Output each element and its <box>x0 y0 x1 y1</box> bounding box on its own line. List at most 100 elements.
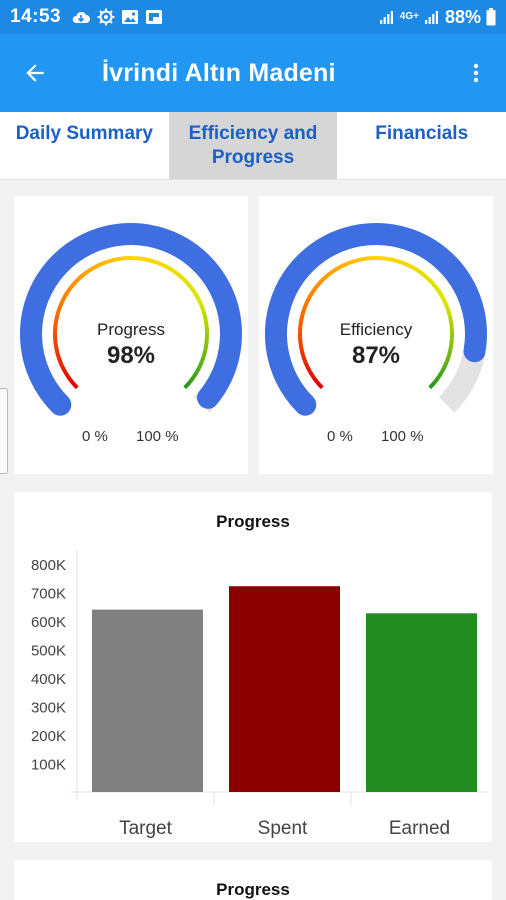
gauge-scale-segment <box>90 264 99 271</box>
gauge-scale-segment <box>424 274 432 283</box>
flipboard-icon <box>145 9 163 25</box>
gauge-scale-segment <box>101 259 109 266</box>
gauge-scale-segment <box>419 270 428 279</box>
tab-efficiency-and-progress[interactable]: Efficiency and Progress <box>168 112 338 179</box>
gauge-scale-segment <box>64 371 72 380</box>
gauge-scale-segment <box>159 261 168 269</box>
progress-gauge-card: Progress 98% 0 % 100 % <box>14 196 248 474</box>
y-tick-label: 100K <box>31 757 66 774</box>
bar-earned <box>366 613 477 792</box>
cloud-icon <box>71 9 91 25</box>
gauge-scale-segment <box>95 261 104 269</box>
arrow-back-icon <box>26 64 44 82</box>
gauge-value-arc <box>20 223 242 416</box>
gauge-scale-segment <box>55 309 61 317</box>
gauge-scale-segment <box>325 270 334 278</box>
settings-icon <box>97 8 115 26</box>
gauge-value: 87% <box>351 342 401 369</box>
gauge-scale-segment <box>186 377 195 386</box>
gauge-scale-segment <box>56 303 63 312</box>
gauge-scale-segment <box>387 256 395 263</box>
tab-daily-summary[interactable]: Daily Summary <box>0 112 169 179</box>
gauge-scale-segment <box>335 264 344 271</box>
gauge-scale-segment <box>446 309 453 318</box>
gauge-scale-segment <box>409 264 418 272</box>
gauge-scale-segment <box>312 282 321 291</box>
gauge-scale-segment <box>306 292 314 301</box>
gauge-value-arc <box>265 223 487 416</box>
gauge-scale-segment <box>300 309 306 317</box>
progress-gauge <box>20 223 242 416</box>
gauge-scale-segment <box>201 309 208 318</box>
status-left-icons <box>71 8 163 26</box>
gauge-max-label: 100 % <box>381 428 424 445</box>
gauge-scale-segment <box>194 293 201 302</box>
battery-icon <box>486 8 496 26</box>
gauge-scale-segment <box>80 270 89 278</box>
gauge-scale-segment <box>316 381 324 390</box>
bar-spent <box>229 586 340 792</box>
gauge-scale-segment <box>106 257 115 264</box>
side-drawer-handle[interactable] <box>0 388 8 474</box>
gauge-scale-segment <box>190 288 198 297</box>
gauge-scale-segment <box>71 381 79 390</box>
gauge-scale-segment <box>435 288 443 297</box>
y-tick-label: 500K <box>31 643 66 660</box>
gauge-scale-segment <box>340 261 349 269</box>
gauge-scale-segment <box>61 292 69 301</box>
gauge-scale-segment <box>363 256 371 261</box>
back-button[interactable] <box>0 34 70 112</box>
more-vert-icon <box>473 63 479 83</box>
progress-bar-chart: 100K 200K 300K 400K 500K 600K 700K 800K Target Sp… <box>31 550 488 839</box>
gauge-scale-segment <box>67 282 76 291</box>
chart-title: Progress <box>216 880 290 899</box>
gauge-max-label: 100 % <box>136 428 179 445</box>
gauge-scale-segment <box>309 371 317 380</box>
gauge-scale-segment <box>320 274 329 282</box>
gauge-scale-segment <box>357 256 366 263</box>
gauge-scale-segment <box>316 278 325 286</box>
gauge-label: Efficiency <box>339 320 413 339</box>
gauge-scale-segment <box>303 297 311 306</box>
gauge-scale-segment <box>346 259 354 266</box>
gauge-scale-segment <box>309 287 317 296</box>
status-time: 14:53 <box>10 6 62 27</box>
more-options-button[interactable] <box>446 34 506 112</box>
tab-label: Efficiency and Progress <box>188 123 318 168</box>
y-tick-label: 400K <box>31 671 66 688</box>
status-bar: 14:53 4G+ 88% <box>0 0 506 34</box>
gauge-scale-segment <box>431 377 440 386</box>
gauge-scale-segment <box>432 283 440 292</box>
efficiency-gauge <box>265 223 487 416</box>
x-tick-label: Target <box>119 818 173 839</box>
y-tick-label: 200K <box>31 728 66 745</box>
gauge-scale-segment <box>190 372 198 381</box>
chart-title: Progress <box>216 512 290 531</box>
gauge-scale-segment <box>148 258 156 264</box>
tab-bar: Daily Summary Efficiency and Progress Fi… <box>0 112 506 180</box>
y-tick-label: 700K <box>31 586 66 603</box>
gauge-scale-segment <box>330 267 339 275</box>
bar-target <box>92 609 203 792</box>
app-bar: İvrindi Altın Madeni <box>0 34 506 112</box>
gauge-scale-segment <box>169 267 178 275</box>
gauge-scale-segment <box>183 382 191 390</box>
gauge-scale-segment <box>393 258 401 264</box>
gauge-scale-segment <box>187 283 195 292</box>
gauge-scale-segment <box>118 256 126 261</box>
gauge-min-label: 0 % <box>82 428 108 445</box>
y-tick-label: 800K <box>31 557 66 574</box>
tab-financials[interactable]: Financials <box>337 112 506 179</box>
gauge-scale-segment <box>112 256 121 263</box>
gauge-scale-segment <box>428 382 436 390</box>
tab-label: Financials <box>375 123 469 144</box>
efficiency-gauge-card: Efficiency 87% 0 % 100 % <box>259 196 493 474</box>
gauge-scale-segment <box>414 267 423 275</box>
gauge-scale-segment <box>398 259 407 266</box>
gauge-scale-segment <box>142 256 150 263</box>
gauge-scale-segment <box>179 274 187 283</box>
gauge-scale-segment <box>136 256 145 262</box>
network-label: 4G+ <box>399 11 419 22</box>
gauge-scale-segment <box>381 256 390 262</box>
gauge-scale-segment <box>435 372 443 381</box>
